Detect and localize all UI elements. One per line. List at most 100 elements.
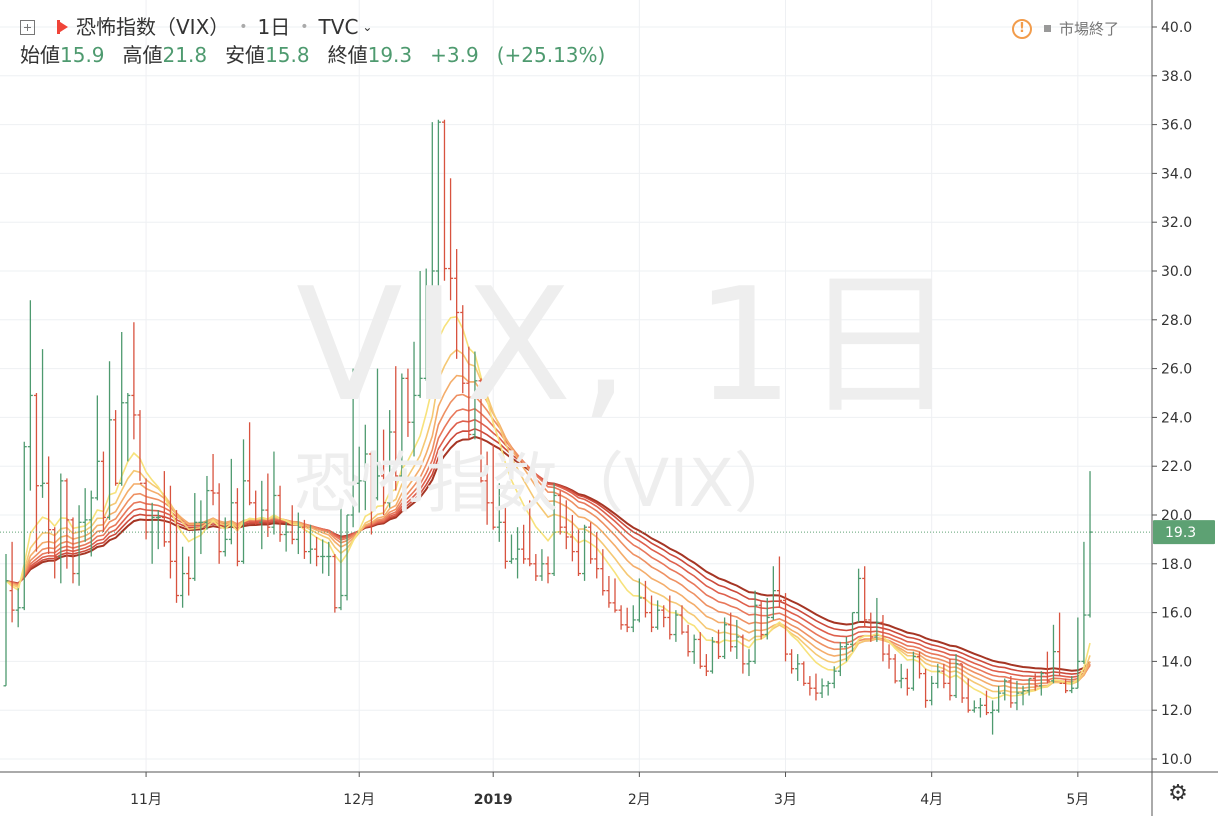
- ohlc-bar[interactable]: [746, 649, 752, 677]
- ohlc-bar[interactable]: [850, 611, 856, 652]
- ohlc-bar[interactable]: [198, 500, 204, 555]
- ohlc-bar[interactable]: [21, 441, 27, 611]
- ohlc-bar[interactable]: [423, 268, 429, 381]
- ohlc-bar[interactable]: [82, 488, 88, 542]
- ohlc-bar[interactable]: [624, 607, 630, 633]
- ohlc-bar[interactable]: [545, 556, 551, 584]
- ohlc-bar[interactable]: [429, 122, 435, 318]
- ohlc-bar[interactable]: [478, 378, 484, 484]
- ohlc-bar[interactable]: [192, 493, 198, 581]
- ohlc-bar[interactable]: [125, 393, 131, 462]
- ohlc-bar[interactable]: [332, 554, 338, 613]
- ohlc-bar[interactable]: [831, 666, 837, 689]
- ohlc-bar[interactable]: [502, 505, 508, 569]
- ohlc-bar[interactable]: [393, 366, 399, 491]
- ohlc-bar[interactable]: [70, 517, 76, 584]
- ohlc-bar[interactable]: [94, 395, 100, 501]
- chevron-down-icon[interactable]: ⌄: [362, 20, 373, 34]
- ohlc-bar[interactable]: [965, 678, 971, 713]
- ohlc-bar[interactable]: [508, 534, 514, 564]
- ohlc-bar[interactable]: [149, 502, 155, 564]
- ohlc-bar[interactable]: [515, 527, 521, 579]
- ohlc-bar[interactable]: [113, 410, 119, 486]
- expand-icon[interactable]: [20, 19, 35, 35]
- ohlc-bar[interactable]: [241, 439, 247, 564]
- ohlc-bar[interactable]: [33, 393, 39, 552]
- ohlc-bar[interactable]: [947, 658, 953, 701]
- ohlc-bar[interactable]: [228, 458, 234, 545]
- ohlc-bar[interactable]: [582, 524, 588, 581]
- ohlc-bar[interactable]: [454, 249, 460, 359]
- ohlc-bar[interactable]: [253, 490, 259, 525]
- ohlc-bar[interactable]: [222, 517, 228, 557]
- ohlc-bar[interactable]: [971, 700, 977, 713]
- ohlc-bar[interactable]: [496, 483, 502, 542]
- ohlc-bar[interactable]: [417, 271, 423, 398]
- ohlc-bar[interactable]: [679, 605, 685, 635]
- ohlc-bar[interactable]: [64, 478, 70, 569]
- ohlc-bar[interactable]: [314, 536, 320, 567]
- ohlc-bar[interactable]: [1081, 541, 1087, 664]
- ohlc-bar[interactable]: [521, 524, 527, 564]
- ohlc-bar[interactable]: [917, 651, 922, 679]
- ohlc-bar[interactable]: [813, 673, 819, 701]
- ohlc-bar[interactable]: [551, 483, 557, 576]
- ohlc-bar[interactable]: [722, 617, 728, 659]
- ohlc-bar[interactable]: [910, 651, 916, 691]
- ohlc-bar[interactable]: [271, 451, 277, 535]
- ohlc-bar[interactable]: [100, 451, 106, 533]
- ohlc-bar[interactable]: [174, 510, 180, 603]
- ohlc-bar[interactable]: [764, 597, 770, 640]
- ohlc-bar[interactable]: [996, 685, 1002, 713]
- ohlc-bar[interactable]: [588, 522, 594, 564]
- ohlc-bar[interactable]: [1038, 671, 1044, 696]
- ohlc-bar[interactable]: [685, 624, 691, 657]
- ohlc-bar[interactable]: [527, 500, 533, 567]
- symbol-name[interactable]: 恐怖指数（VIX）: [76, 15, 230, 39]
- ohlc-bar[interactable]: [484, 451, 490, 525]
- ohlc-bar[interactable]: [15, 588, 21, 628]
- ohlc-bar[interactable]: [265, 473, 271, 537]
- ohlc-bar[interactable]: [88, 490, 94, 557]
- ohlc-bar[interactable]: [1087, 471, 1093, 618]
- ohlc-bar[interactable]: [837, 641, 843, 677]
- ohlc-bar[interactable]: [295, 512, 301, 555]
- ohlc-bar[interactable]: [1020, 685, 1026, 706]
- ohlc-bar[interactable]: [697, 632, 703, 669]
- ohlc-bar[interactable]: [167, 485, 173, 579]
- ohlc-bar[interactable]: [892, 654, 898, 684]
- ohlc-bar[interactable]: [716, 629, 722, 659]
- warning-icon[interactable]: !: [1012, 18, 1032, 39]
- ohlc-bar[interactable]: [734, 619, 740, 659]
- ohlc-bar[interactable]: [204, 475, 210, 530]
- ohlc-bar[interactable]: [460, 305, 466, 393]
- ohlc-bar[interactable]: [210, 454, 216, 506]
- ohlc-bar[interactable]: [301, 519, 307, 559]
- ohlc-bar[interactable]: [107, 361, 113, 520]
- ohlc-bar[interactable]: [801, 661, 807, 686]
- ohlc-bar[interactable]: [807, 676, 813, 696]
- ohlc-bar[interactable]: [52, 527, 58, 579]
- ohlc-bar[interactable]: [374, 368, 380, 501]
- ohlc-bar[interactable]: [630, 605, 636, 633]
- ohlc-bar[interactable]: [990, 700, 996, 735]
- ohlc-bar[interactable]: [557, 490, 563, 535]
- ohlc-bar[interactable]: [904, 668, 910, 696]
- ohlc-bar[interactable]: [350, 368, 356, 528]
- ohlc-bar[interactable]: [923, 668, 929, 708]
- exchange[interactable]: TVC: [318, 15, 359, 39]
- ohlc-bar[interactable]: [539, 549, 545, 581]
- ohlc-bar[interactable]: [76, 505, 82, 586]
- ohlc-bar[interactable]: [356, 446, 362, 513]
- ohlc-bar[interactable]: [441, 119, 447, 281]
- ohlc-bar[interactable]: [868, 612, 874, 642]
- ohlc-bar[interactable]: [1069, 676, 1075, 694]
- ohlc-bar[interactable]: [326, 541, 332, 576]
- ohlc-bar[interactable]: [399, 373, 405, 481]
- ohlc-bar[interactable]: [259, 480, 265, 550]
- ohlc-bar[interactable]: [953, 654, 959, 698]
- ohlc-bar[interactable]: [46, 456, 52, 555]
- ohlc-bar[interactable]: [1032, 673, 1038, 691]
- ohlc-bar[interactable]: [1002, 678, 1008, 701]
- ohlc-bar[interactable]: [1063, 678, 1069, 694]
